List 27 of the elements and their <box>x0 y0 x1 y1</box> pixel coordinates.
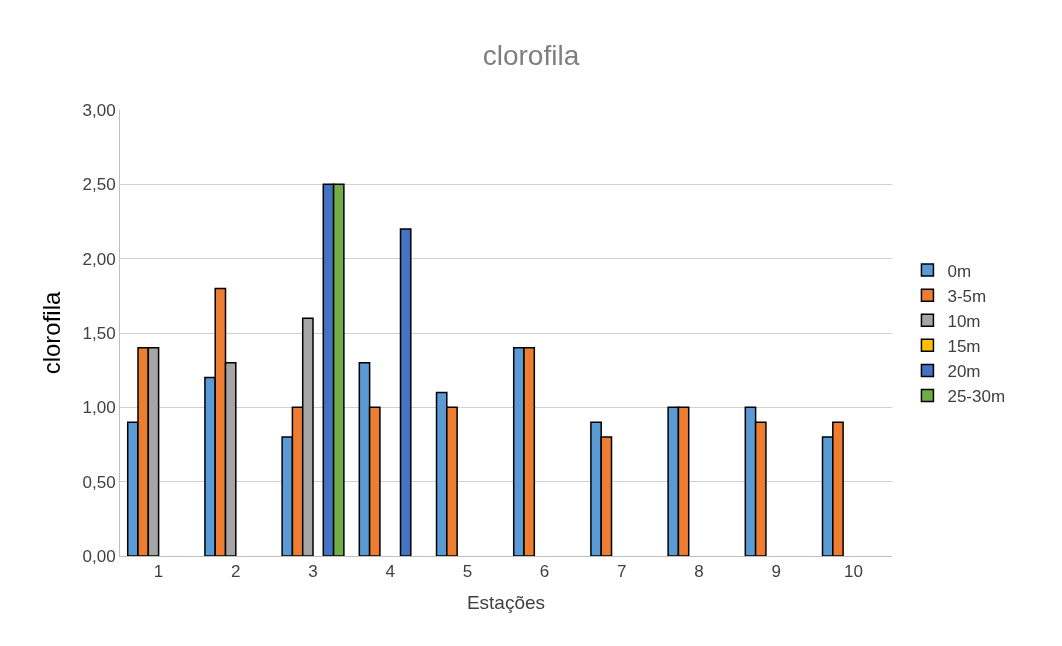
x-tick-label: 5 <box>462 562 473 582</box>
legend-label: 0m <box>947 261 972 281</box>
legend-label: 25-30m <box>947 387 1006 407</box>
chart-title: clorofila <box>482 39 580 71</box>
x-tick-label: 2 <box>231 562 241 582</box>
x-tick-label: 7 <box>617 562 627 582</box>
x-tick-label: 6 <box>539 562 550 582</box>
y-axis-title: clorofila <box>37 291 65 375</box>
x-axis-title: Estações <box>466 592 546 614</box>
x-tick-label: 3 <box>308 562 318 582</box>
y-tick-label: 1,50 <box>82 323 116 343</box>
y-tick-label: 0,00 <box>82 546 116 566</box>
y-tick-label: 1,00 <box>82 398 116 418</box>
y-tick-label: 3,00 <box>82 100 116 120</box>
y-tick-label: 0,50 <box>82 472 116 492</box>
legend-label: 3-5m <box>947 286 987 306</box>
y-tick-label: 2,00 <box>82 249 116 269</box>
x-tick-label: 4 <box>385 562 395 582</box>
x-tick-label: 1 <box>153 562 164 582</box>
bar <box>399 228 412 556</box>
legend-label: 10m <box>947 311 981 331</box>
x-tick-label: 9 <box>771 562 781 582</box>
x-tick-label: 8 <box>694 562 704 582</box>
legend-label: 20m <box>947 362 981 382</box>
y-tick-label: 2,50 <box>82 175 116 195</box>
legend-label: 15m <box>947 336 981 356</box>
x-tick-label: 10 <box>843 562 863 582</box>
